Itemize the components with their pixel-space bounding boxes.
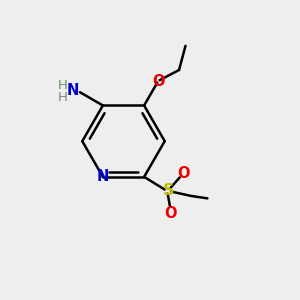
Text: N: N [66,83,79,98]
Text: S: S [163,183,174,198]
Text: O: O [164,206,176,220]
Text: H: H [58,79,68,92]
Text: N: N [97,169,109,184]
Text: H: H [58,91,68,104]
Text: O: O [153,74,165,88]
Text: O: O [178,166,190,181]
